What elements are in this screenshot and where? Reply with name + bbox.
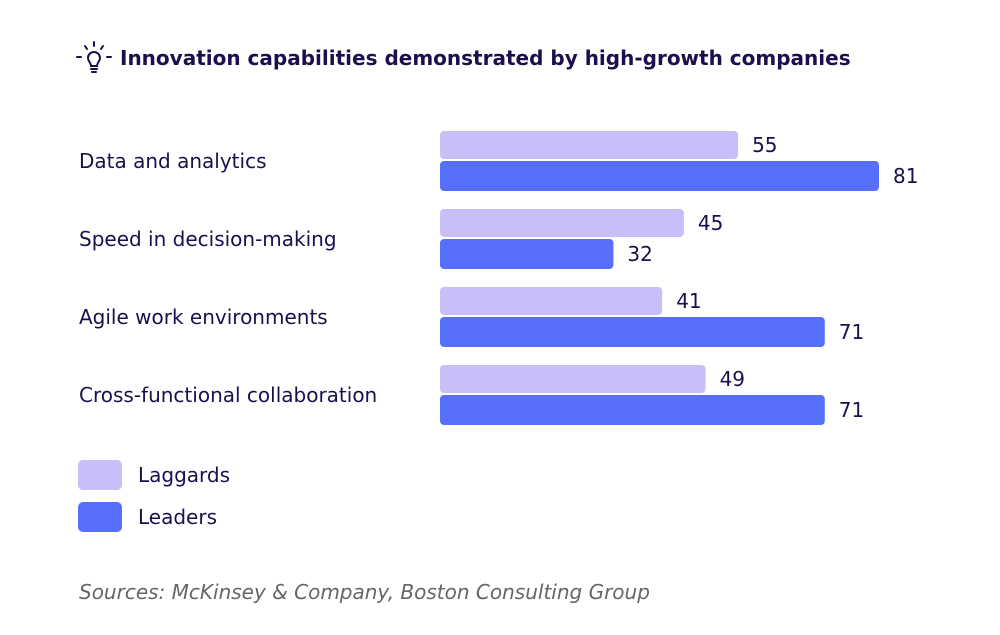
bar-leaders [440,317,825,347]
legend-swatch-laggards [78,460,122,490]
lightbulb-icon [76,41,112,73]
legend-swatch-leaders [78,502,122,532]
title-text: Innovation capabilities demonstrated by … [120,46,851,70]
data-label: 71 [839,398,864,422]
bar-leaders [440,239,614,269]
category-label: Agile work environments [79,305,328,329]
category-label: Data and analytics [79,149,267,173]
legend-item-leaders: Leaders [78,502,217,532]
category-label: Speed in decision-making [79,227,337,251]
data-label: 81 [893,164,918,188]
bar-laggards [440,209,684,237]
chart-title: Innovation capabilities demonstrated by … [74,40,851,76]
bar-laggards [440,131,739,159]
source-note: Sources: McKinsey & Company, Boston Cons… [79,580,650,604]
legend-item-laggards: Laggards [78,460,230,490]
data-label: 32 [627,242,652,266]
bar-laggards [440,287,663,315]
category-label: Cross-functional collaboration [79,383,377,407]
bar-chart: Data and analytics 55 81 Speed in decision-… [79,131,918,425]
legend-label: Laggards [138,463,231,487]
data-label: 55 [752,133,777,157]
legend-label: Leaders [138,505,217,529]
data-label: 49 [720,367,745,391]
data-label: 71 [839,320,864,344]
bar-leaders [440,395,825,425]
bar-leaders [440,161,879,191]
bar-laggards [440,365,706,393]
data-label: 41 [676,289,701,313]
data-label: 45 [698,211,723,235]
